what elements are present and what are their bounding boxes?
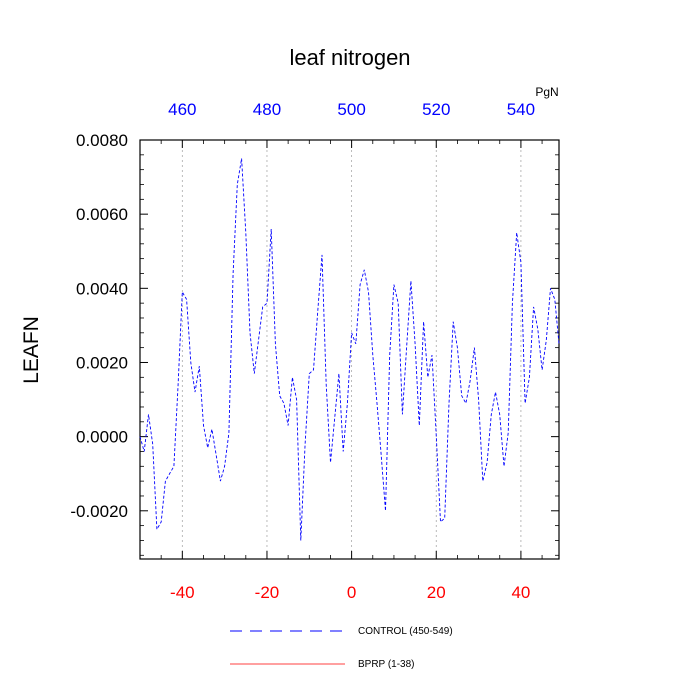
x-tick-label-bottom: -40 (170, 583, 195, 602)
top-axis-unit: PgN (535, 85, 558, 99)
series-control-line (139, 158, 560, 541)
x-tick-label-bottom: -20 (255, 583, 280, 602)
x-tick-label-top: 540 (507, 100, 535, 119)
vertical-grid (181, 140, 522, 559)
y-tick-label: 0.0060 (76, 205, 128, 224)
chart-title: leaf nitrogen (289, 45, 410, 70)
y-tick-label: 0.0000 (76, 428, 128, 447)
legend-label-bprp: BPRP (1-38) (358, 659, 415, 670)
x-tick-label-top: 480 (253, 100, 281, 119)
x-tick-label-top: 460 (168, 100, 196, 119)
tick-labels: -40 460 -20 480 0 500 20 520 40 540 0.0080 0.0060 0.… (70, 100, 535, 602)
axis-ticks (139, 139, 559, 559)
y-tick-label: -0.0020 (70, 502, 128, 521)
series-group (139, 158, 560, 541)
x-tick-label-bottom: 0 (347, 583, 356, 602)
x-tick-label-top: 500 (337, 100, 365, 119)
x-tick-label-top: 520 (422, 100, 450, 119)
y-tick-label: 0.0080 (76, 131, 128, 150)
x-tick-label-bottom: 20 (427, 583, 446, 602)
legend: CONTROL (450-549) BPRP (1-38) (230, 626, 453, 670)
y-tick-label: 0.0040 (76, 279, 128, 298)
y-tick-label: 0.0020 (76, 353, 128, 372)
x-tick-label-bottom: 40 (511, 583, 530, 602)
legend-label-control: CONTROL (450-549) (358, 626, 453, 637)
y-axis-label: LEAFN (20, 316, 43, 384)
plot-frame (139, 139, 560, 560)
